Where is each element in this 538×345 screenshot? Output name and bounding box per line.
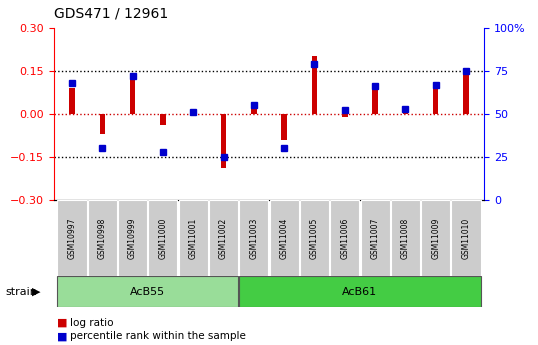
Text: GSM11003: GSM11003	[249, 217, 258, 259]
Bar	[221, 114, 226, 168]
Bar	[300, 200, 329, 276]
Text: GSM11006: GSM11006	[340, 217, 349, 259]
Bar	[118, 200, 147, 276]
Bar	[148, 200, 178, 276]
Text: GDS471 / 12961: GDS471 / 12961	[54, 7, 168, 21]
Bar	[239, 276, 480, 307]
Bar	[270, 200, 299, 276]
Text: GSM11009: GSM11009	[431, 217, 440, 259]
Text: ▶: ▶	[32, 287, 40, 296]
Text: GSM11000: GSM11000	[158, 217, 167, 259]
Bar	[421, 200, 450, 276]
Text: GSM11001: GSM11001	[189, 217, 198, 259]
Bar	[69, 88, 75, 114]
Text: strain: strain	[5, 287, 37, 296]
Text: log ratio: log ratio	[70, 318, 114, 327]
Bar	[451, 200, 480, 276]
Text: GSM10997: GSM10997	[67, 217, 76, 259]
Bar	[360, 200, 390, 276]
Bar	[160, 114, 166, 125]
Text: GSM11005: GSM11005	[310, 217, 319, 259]
Text: AcB61: AcB61	[342, 287, 378, 296]
Bar	[372, 88, 378, 114]
Bar	[312, 56, 317, 114]
Text: GSM11002: GSM11002	[219, 217, 228, 259]
Text: GSM11008: GSM11008	[401, 217, 410, 259]
Text: GSM11004: GSM11004	[280, 217, 289, 259]
Bar	[281, 114, 287, 140]
Text: AcB55: AcB55	[130, 287, 165, 296]
Bar	[100, 114, 105, 134]
Bar	[330, 200, 359, 276]
Bar	[58, 276, 238, 307]
Bar	[251, 108, 257, 114]
Bar	[433, 85, 438, 114]
Text: GSM10998: GSM10998	[98, 217, 107, 259]
Text: ■: ■	[56, 318, 67, 327]
Bar	[239, 200, 268, 276]
Bar	[88, 200, 117, 276]
Bar	[391, 200, 420, 276]
Text: GSM10999: GSM10999	[128, 217, 137, 259]
Bar	[342, 114, 348, 117]
Bar	[402, 108, 408, 114]
Bar	[58, 200, 87, 276]
Bar	[179, 200, 208, 276]
Bar	[463, 71, 469, 114]
Text: ■: ■	[56, 332, 67, 341]
Text: GSM11007: GSM11007	[371, 217, 380, 259]
Text: percentile rank within the sample: percentile rank within the sample	[70, 332, 246, 341]
Bar	[209, 200, 238, 276]
Bar	[190, 111, 196, 114]
Bar	[130, 79, 136, 114]
Text: GSM11010: GSM11010	[462, 217, 471, 259]
